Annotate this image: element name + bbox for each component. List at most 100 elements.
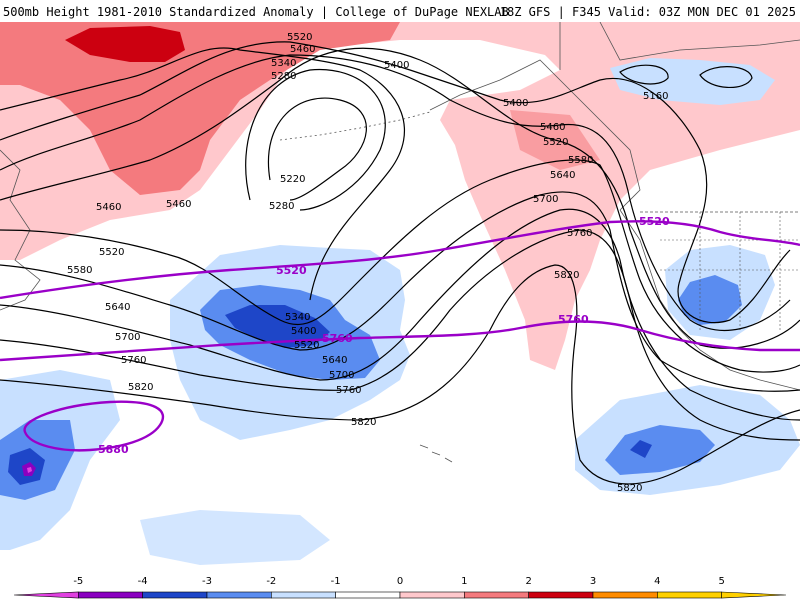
- thickness-label-5760-east: 5760: [558, 313, 589, 326]
- anomaly-pos2-north: [0, 22, 400, 195]
- legend-tick-labels: -5 -4 -3 -2 -1 0 1 2 3 4 5: [73, 576, 725, 587]
- border-states: [660, 212, 800, 330]
- coast-canada-north: [559, 22, 800, 70]
- legend-swatch: [271, 591, 336, 599]
- legend-tick-label: -2: [266, 576, 276, 587]
- coast-asia: [0, 149, 41, 311]
- contour-5160-ne: [619, 64, 669, 85]
- contour-label-5820-ak: 5820: [554, 270, 579, 281]
- legend-swatch: [399, 591, 465, 599]
- contour-label-5580-west: 5580: [67, 265, 92, 276]
- contour-label-5220: 5220: [280, 174, 305, 185]
- contour-label-group: 5520 5460 5340 5280 5400 5160 5400 5460 …: [67, 32, 668, 494]
- contour-label-5700-ak: 5700: [533, 194, 558, 205]
- contour-label-5400-top: 5400: [384, 60, 409, 71]
- contour-label-5820-se: 5820: [617, 483, 642, 494]
- contour-label-5460-mid: 5460: [166, 199, 191, 210]
- contour-label-5640-ak: 5640: [550, 170, 575, 181]
- legend-swatch: [142, 591, 208, 599]
- legend-tick-label: 5: [718, 576, 724, 587]
- contour-5760: [0, 229, 800, 441]
- contour-5820: [0, 264, 800, 485]
- contour-label-5280-top: 5280: [271, 71, 296, 82]
- anomaly-neg2-trough-east: [678, 275, 742, 325]
- anomaly-neg3-central: [225, 305, 330, 348]
- legend-swatch: [528, 591, 594, 599]
- legend-swatch: [206, 591, 272, 599]
- contour-label-5460-top: 5460: [290, 44, 315, 55]
- contour-label-5280-mid: 5280: [269, 201, 294, 212]
- model-run-info: 18Z GFS | F345 Valid: 03Z MON DEC 01 202…: [499, 5, 796, 19]
- anomaly-neg1-northeast: [610, 58, 775, 105]
- thickness-label-5760-mid: 5760: [322, 332, 353, 345]
- legend-tick-label: 4: [654, 576, 660, 587]
- legend-swatch: [464, 591, 529, 599]
- legend-color-bar: [13, 591, 787, 599]
- contour-label-5520-low: 5520: [294, 340, 319, 351]
- contour-label-5160: 5160: [643, 91, 668, 102]
- thickness-5760-line: [0, 320, 800, 362]
- thickness-label-5880: 5880: [98, 443, 129, 456]
- contour-label-5760-low: 5760: [336, 385, 361, 396]
- legend-tick-label: -3: [202, 576, 212, 587]
- contour-label-5340-top: 5340: [271, 58, 296, 69]
- anomaly-min-west: [27, 467, 32, 473]
- contour-label-5400-ak: 5400: [503, 98, 528, 109]
- legend-swatch: [78, 591, 143, 599]
- coast-aleutians: [279, 111, 431, 141]
- anomaly-neg1-south: [140, 510, 330, 565]
- contour-5640: [0, 191, 800, 392]
- contour-label-5820-low: 5820: [351, 417, 376, 428]
- legend-tick-label: -4: [138, 576, 148, 587]
- legend-swatch: [13, 591, 79, 599]
- coastlines: [0, 22, 800, 463]
- contour-label-5640-low: 5640: [322, 355, 347, 366]
- legend-swatch: [592, 591, 658, 599]
- contour-5580: [0, 159, 800, 373]
- thickness-label-5520-mid: 5520: [276, 264, 307, 277]
- coast-alaska: [429, 59, 641, 211]
- thickness-label-group: 5520 5520 5760 5760 5880: [98, 215, 670, 456]
- contour-label-5700-low: 5700: [329, 370, 354, 381]
- legend-tick-label: 1: [461, 576, 467, 587]
- legend-tick-label: -5: [73, 576, 83, 587]
- anomaly-neg2-southeast: [605, 425, 715, 475]
- contour-5520: [0, 47, 800, 349]
- contour-label-5580-ak: 5580: [568, 155, 593, 166]
- legend-swatch: [657, 591, 722, 599]
- contour-label-5760-ak: 5760: [567, 228, 592, 239]
- anomaly-neg3-southeast: [630, 440, 652, 458]
- contour-label-5820-west: 5820: [128, 382, 153, 393]
- anomaly-pos3-north: [65, 26, 185, 62]
- contour-label-5340-low: 5340: [285, 312, 310, 323]
- legend-swatch: [721, 591, 787, 599]
- negative-anomaly-shading: [0, 58, 800, 565]
- contour-5280: [245, 68, 386, 211]
- coast-hawaii: [419, 444, 453, 463]
- weather-map: 5520 5460 5340 5280 5400 5160 5400 5460 …: [0, 22, 800, 570]
- legend-tick-label: -1: [331, 576, 341, 587]
- contour-label-5520-west: 5520: [99, 247, 124, 258]
- contour-label-5520-ak: 5520: [543, 137, 568, 148]
- contour-5400: [0, 41, 791, 324]
- contour-5700: [0, 208, 800, 421]
- contour-label-5460-ak: 5460: [540, 122, 565, 133]
- thickness-5880-line: [23, 400, 165, 452]
- contour-label-5640-west: 5640: [105, 302, 130, 313]
- contour-5160-ne2: [699, 66, 753, 89]
- contour-label-5760-west: 5760: [121, 355, 146, 366]
- legend-tick-label: 3: [590, 576, 596, 587]
- legend-tick-label: 0: [397, 576, 403, 587]
- anomaly-legend: -5 -4 -3 -2 -1 0 1 2 3 4 5: [0, 570, 800, 600]
- contour-label-5400-low: 5400: [291, 326, 316, 337]
- contour-5340: [0, 47, 406, 301]
- legend-tick-label: 2: [525, 576, 531, 587]
- contour-label-5520-top: 5520: [287, 32, 312, 43]
- contour-5460: [0, 54, 791, 331]
- thickness-lines: [0, 220, 800, 452]
- header: 500mb Height 1981-2010 Standardized Anom…: [0, 0, 800, 22]
- thickness-label-5520-east: 5520: [639, 215, 670, 228]
- height-contours: [0, 41, 800, 485]
- coast-na-west: [619, 209, 800, 391]
- contour-5220: [267, 97, 367, 201]
